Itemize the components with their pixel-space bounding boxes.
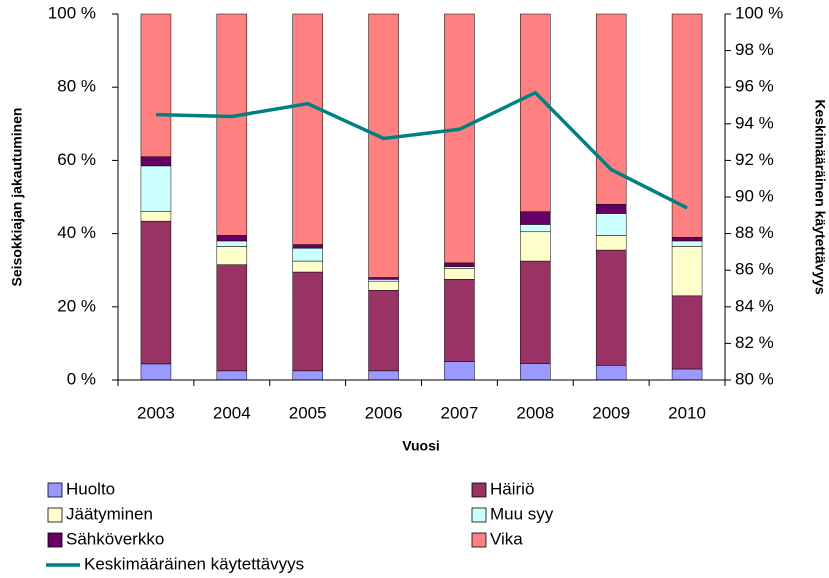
y2-axis-title: Keskimääräinen käytettävyys	[812, 99, 828, 295]
bar-segment	[671, 240, 703, 247]
bar-segment	[520, 363, 551, 381]
bar-segment	[671, 295, 703, 370]
bar-segment	[595, 213, 627, 236]
x-tick-label: 2009	[592, 403, 630, 422]
bar-segment	[292, 13, 323, 245]
bar-segment	[520, 211, 551, 225]
bar-segment	[671, 237, 703, 242]
x-tick-label: 2010	[668, 403, 706, 422]
bar-segment	[368, 290, 399, 372]
bar-segment	[140, 165, 172, 212]
bar-segment	[140, 13, 172, 157]
y2-tick-label: 84 %	[735, 296, 774, 315]
legend-swatch	[47, 532, 63, 548]
bar-segment	[216, 370, 248, 381]
bar-segment	[595, 235, 627, 251]
bar-segment	[292, 247, 323, 262]
y2-tick-label: 82 %	[735, 333, 774, 352]
legend-label: Huolto	[66, 479, 115, 498]
legend-label: Muu syy	[490, 504, 554, 523]
bar-segment	[292, 244, 323, 249]
bar-segment	[216, 235, 248, 242]
x-tick-label: 2004	[213, 403, 251, 422]
bar-segment	[140, 363, 172, 381]
bar-segment	[216, 240, 248, 247]
bar-segment	[368, 280, 399, 291]
bar-segment	[595, 249, 627, 366]
bar-segment	[671, 368, 703, 381]
y2-tick-label: 92 %	[735, 150, 774, 169]
y-tick-label: 80 %	[57, 77, 96, 96]
bar-segment	[595, 13, 627, 205]
y2-tick-label: 96 %	[735, 77, 774, 96]
legend-label: Häiriö	[490, 479, 534, 498]
bar-segment	[671, 246, 703, 297]
bar-segment	[520, 13, 551, 212]
bar-segment	[216, 13, 248, 236]
bar-segment	[292, 271, 323, 372]
bar-segment	[595, 365, 627, 381]
bar-segment	[520, 231, 551, 262]
bar-segment	[444, 266, 475, 269]
y2-tick-label: 86 %	[735, 260, 774, 279]
bar-segment	[368, 13, 399, 278]
legend-swatch	[47, 482, 63, 498]
x-tick-label: 2008	[516, 403, 554, 422]
y-tick-label: 20 %	[57, 296, 96, 315]
legend-label: Jäätyminen	[66, 504, 153, 523]
bar-segment	[292, 260, 323, 273]
y2-tick-label: 94 %	[735, 113, 774, 132]
y2-tick-label: 100 %	[735, 3, 783, 22]
x-tick-label: 2007	[441, 403, 479, 422]
y2-tick-label: 98 %	[735, 40, 774, 59]
bar-segment	[520, 224, 551, 233]
bar-segment	[444, 13, 475, 264]
bar-segment	[444, 262, 475, 267]
y-tick-label: 60 %	[57, 150, 96, 169]
bar-segment	[216, 264, 248, 372]
legend-label: Vika	[490, 529, 523, 548]
bar-segment	[444, 268, 475, 280]
y2-tick-label: 90 %	[735, 186, 774, 205]
legend-label: Sähköverkko	[66, 529, 164, 548]
bar-segment	[368, 279, 399, 282]
legend-swatch	[471, 482, 487, 498]
bar-segment	[520, 260, 551, 364]
y-axis-title: Seisokkiajan jakautuminen	[9, 108, 25, 287]
bar-segment	[368, 277, 399, 280]
bar-segment	[216, 246, 248, 265]
line	[155, 90, 688, 210]
legend-swatch	[471, 507, 487, 523]
x-tick-label: 2005	[289, 403, 327, 422]
bar-segment	[444, 361, 475, 381]
bar-segment	[368, 370, 399, 381]
bar-segment	[671, 13, 703, 238]
bar-segment	[595, 204, 627, 214]
y2-tick-label: 88 %	[735, 223, 774, 242]
bar-segment	[140, 156, 172, 167]
y-tick-label: 100 %	[48, 3, 96, 22]
x-tick-label: 2003	[137, 403, 175, 422]
bar-segment	[292, 370, 323, 381]
x-axis-title: Vuosi	[402, 438, 440, 454]
x-tick-label: 2006	[365, 403, 403, 422]
legend-label: Keskimääräinen käytettävyys	[84, 554, 304, 573]
legend-swatch	[471, 532, 487, 548]
bar-segment	[140, 211, 172, 222]
y-tick-label: 40 %	[57, 223, 96, 242]
y2-tick-label: 80 %	[735, 369, 774, 388]
legend-swatch	[47, 507, 63, 523]
y-tick-label: 0 %	[67, 369, 96, 388]
bar-segment	[444, 279, 475, 362]
bar-segment	[140, 220, 172, 365]
